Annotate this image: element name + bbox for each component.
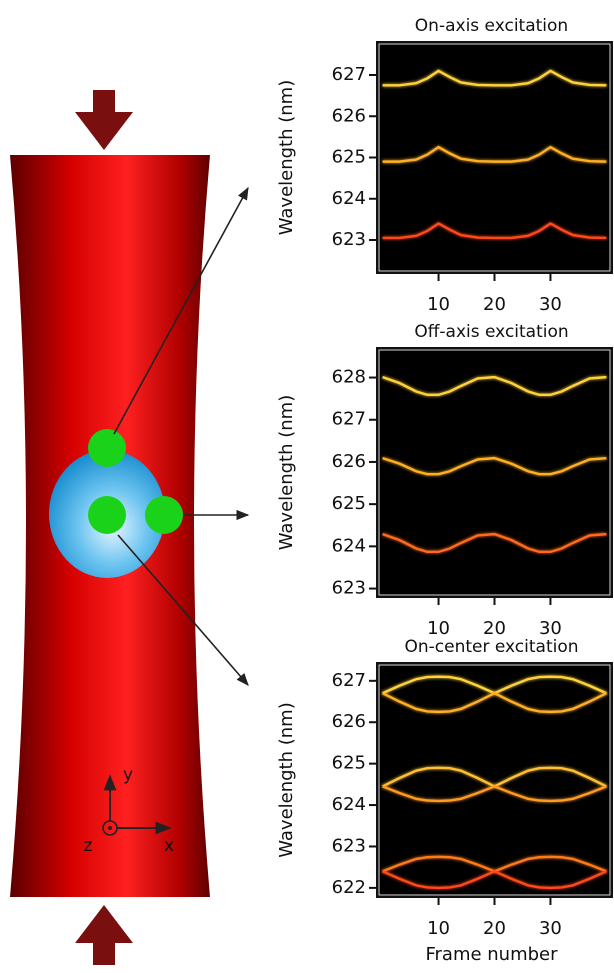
x-tick-label: 20 [483,918,506,939]
y-tick-label: 628 [332,367,366,388]
x-tick-label: 30 [539,918,562,939]
y-tick-label: 626 [332,711,366,732]
y-tick-label: 624 [332,794,366,815]
chart-title: On-axis excitation [415,16,568,36]
excitation-spot [145,496,183,534]
plot-area [377,663,612,897]
force-arrow-top [75,90,133,150]
y-axis-label: Wavelength (nm) [276,80,297,236]
x-axis-label: Frame number [425,944,558,965]
y-tick-label: 624 [332,188,366,209]
x-tick-label: 10 [427,618,450,639]
x-tick-label: 30 [539,294,562,315]
y-tick-label: 627 [332,409,366,430]
y-tick-label: 625 [332,147,366,168]
axis-label: z [84,836,93,856]
schematic: y x z [10,90,248,965]
y-tick-label: 623 [332,835,366,856]
y-tick-label: 627 [332,64,366,85]
y-tick-label: 624 [332,535,366,556]
y-axis-label: Wavelength (nm) [276,702,297,858]
x-tick-label: 10 [427,294,450,315]
y-tick-label: 626 [332,105,366,126]
figure: y x z On-axis excitation Wavelength (nm) 6… [0,0,614,969]
y-tick-label: 623 [332,229,366,250]
force-arrow-bottom [75,905,133,965]
axis-origin-dot [108,826,112,830]
axis-label: x [164,836,174,856]
y-tick-label: 625 [332,753,366,774]
excitation-spot [88,429,126,467]
chart-title: Off-axis excitation [414,322,568,342]
y-tick-label: 625 [332,493,366,514]
x-tick-label: 30 [539,618,562,639]
chart-title: On-center excitation [404,637,578,657]
y-tick-label: 622 [332,877,366,898]
x-tick-label: 20 [483,294,506,315]
x-tick-label: 20 [483,618,506,639]
y-tick-label: 626 [332,451,366,472]
y-axis-label: Wavelength (nm) [276,395,297,551]
y-tick-label: 623 [332,578,366,599]
x-tick-label: 10 [427,918,450,939]
axis-label: y [123,765,133,785]
y-tick-label: 627 [332,670,366,691]
excitation-spot [88,496,126,534]
